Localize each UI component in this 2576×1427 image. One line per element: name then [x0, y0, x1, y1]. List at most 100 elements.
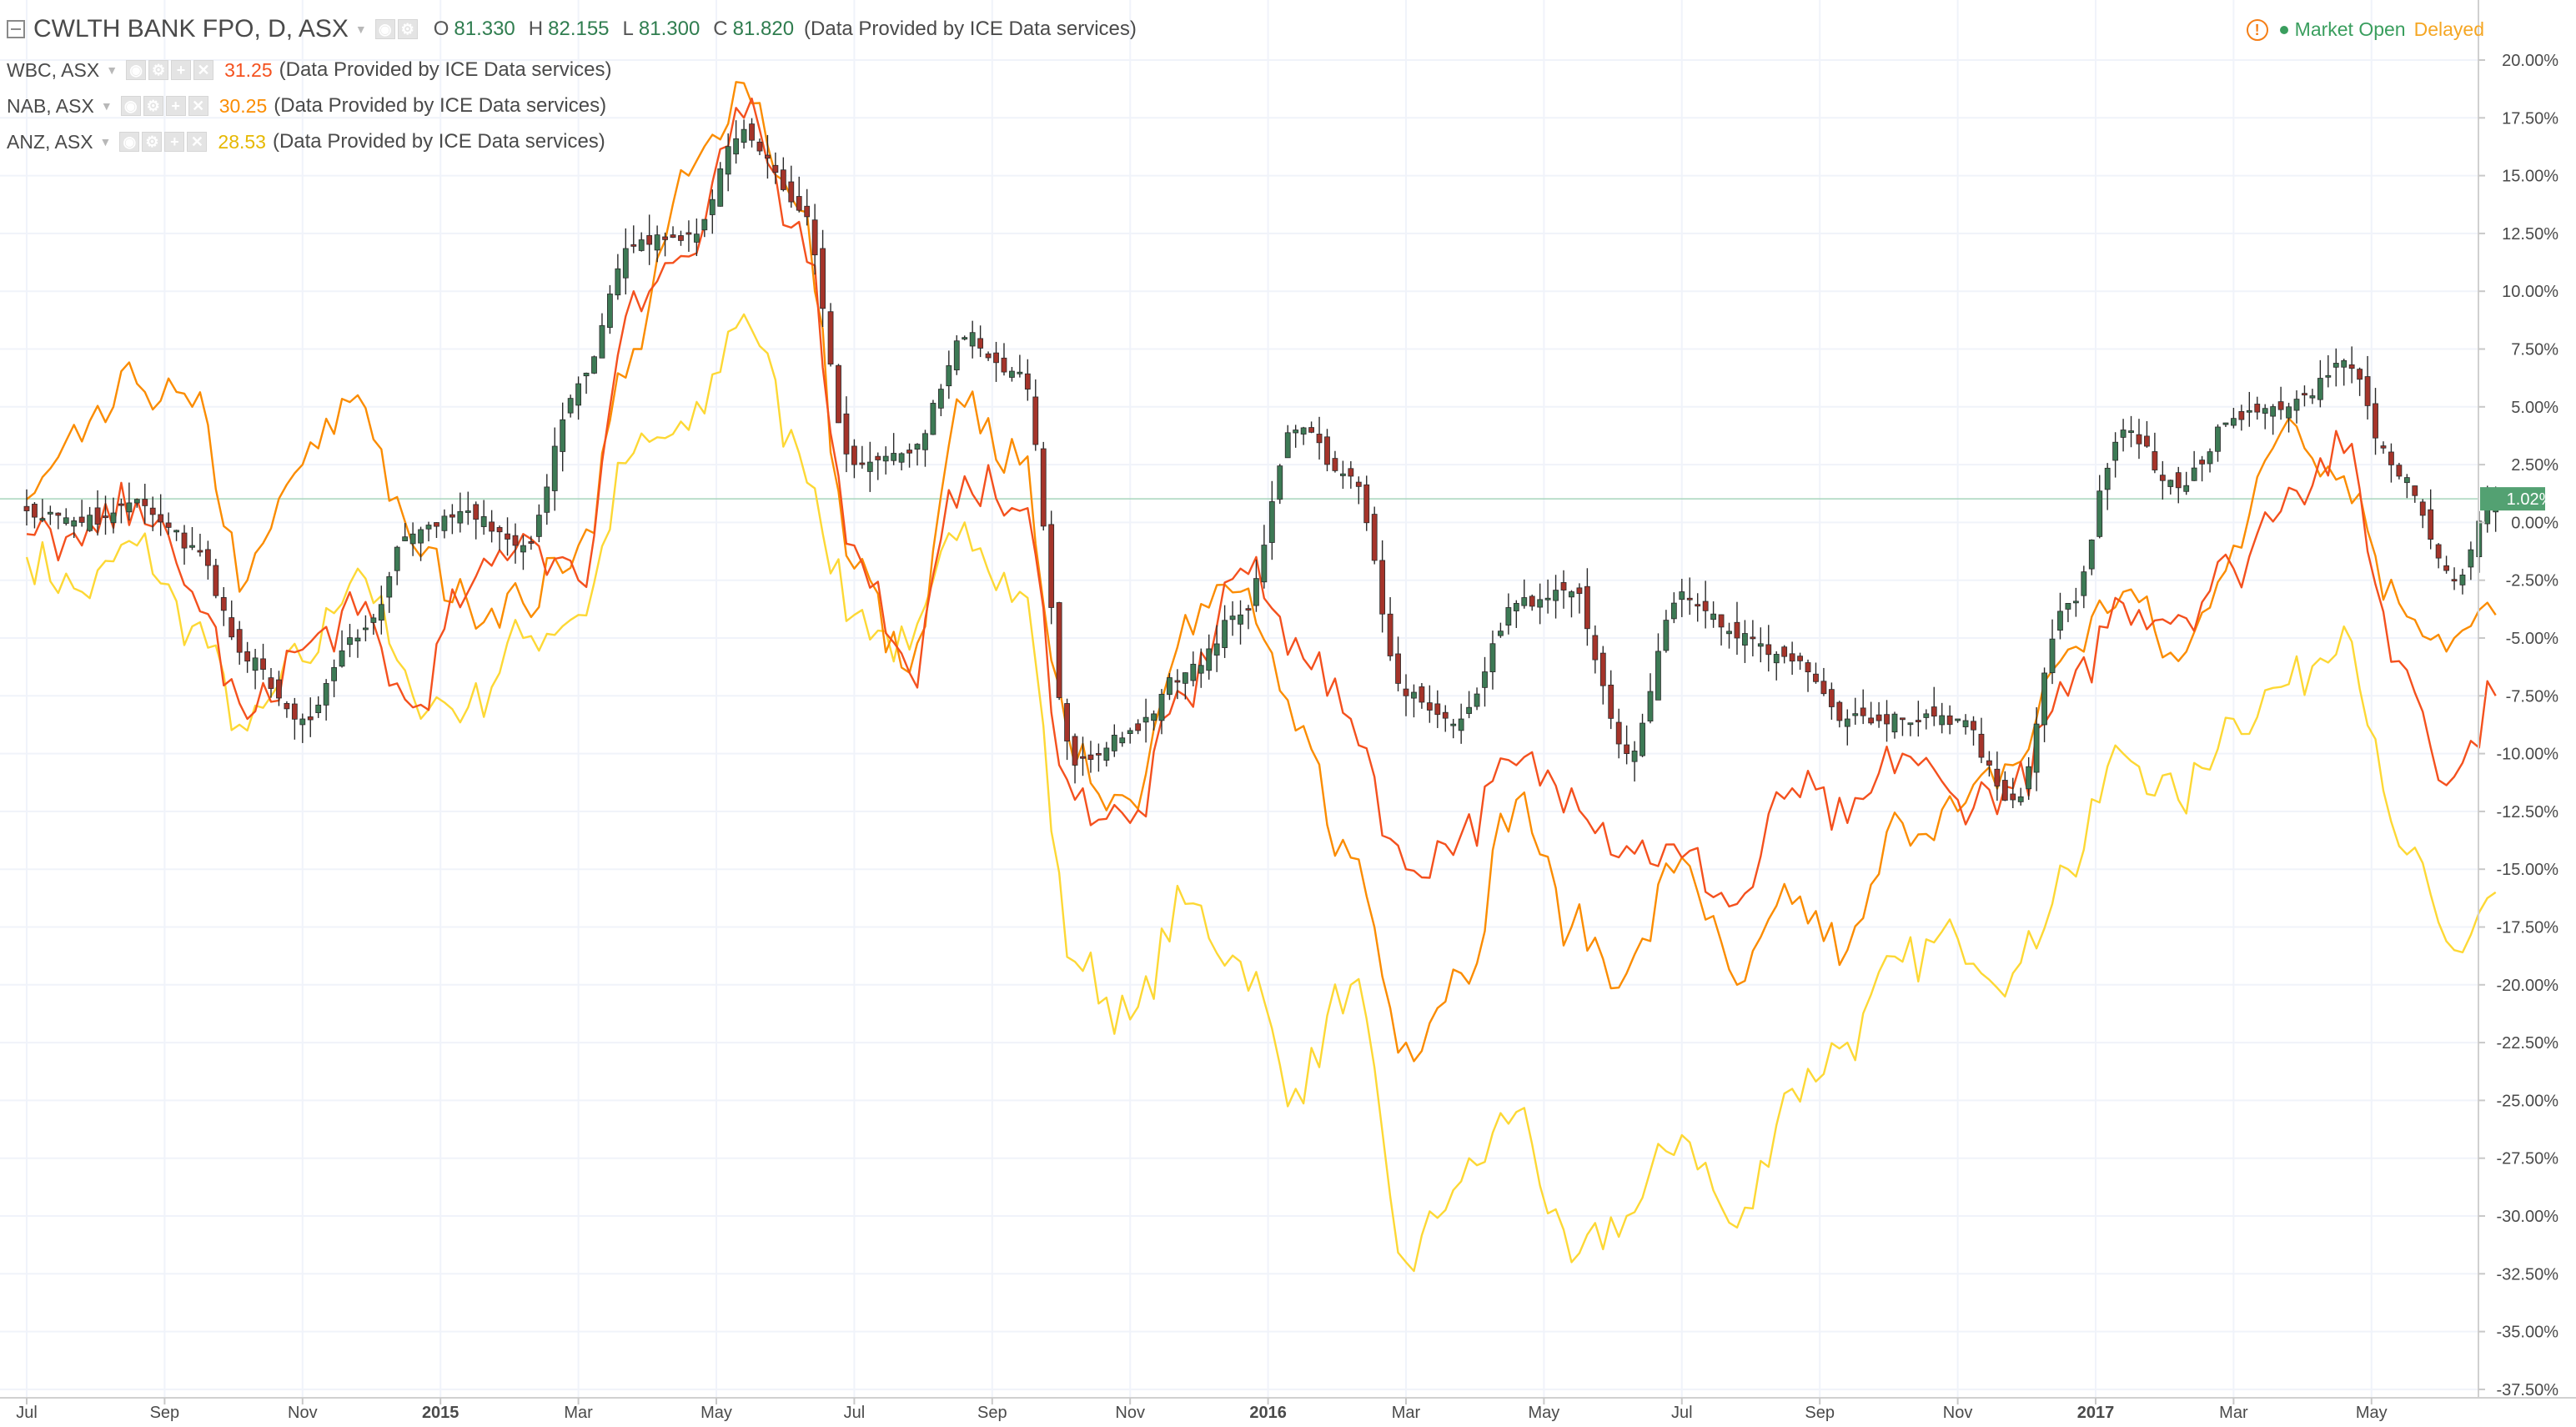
candle-body	[2144, 435, 2150, 447]
candle-body	[142, 499, 148, 506]
candle-body	[670, 234, 676, 239]
plus-icon[interactable]: +	[171, 60, 192, 80]
candle-body	[1569, 591, 1574, 598]
candle-body	[733, 138, 740, 155]
chevron-down-icon[interactable]: ▼	[99, 135, 112, 148]
candle-body	[1813, 673, 1819, 682]
candle-body	[299, 718, 306, 726]
candle-body	[2026, 766, 2032, 790]
y-tick-label: -2.50%	[2506, 572, 2559, 590]
eye-icon[interactable]: ◉	[374, 19, 395, 39]
candle-body	[1718, 614, 1725, 628]
x-tick-label: Sep	[150, 1404, 180, 1422]
candle-body	[1742, 633, 1748, 646]
y-tick-label: -10.00%	[2497, 746, 2559, 764]
close-icon[interactable]: ✕	[187, 132, 208, 152]
candle-body	[1426, 702, 1433, 711]
candle-body	[339, 650, 345, 667]
candle-body	[1158, 694, 1165, 721]
comparison-symbol[interactable]: NAB, ASX	[7, 94, 94, 117]
comparison-symbol[interactable]: WBC, ASX	[7, 58, 100, 81]
candle-body	[94, 507, 101, 525]
provider-note: (Data Provided by ICE Data services)	[279, 58, 612, 81]
candle-body	[457, 510, 464, 524]
candle-body	[1955, 718, 1961, 721]
candle-body	[402, 536, 409, 541]
eye-icon[interactable]: ◉	[119, 132, 140, 152]
series-line-anz	[25, 313, 2497, 1273]
candle-body	[1521, 597, 1528, 606]
candle-body	[2049, 638, 2056, 674]
plus-icon[interactable]: +	[165, 96, 186, 116]
y-tick-label: -20.00%	[2497, 977, 2559, 995]
candle-body	[827, 311, 834, 364]
series-line-wbc	[26, 97, 2497, 908]
candle-body	[1544, 597, 1551, 600]
comparison-legend-nab: NAB, ASX ▼ ◉ ⚙ + ✕ 30.25 (Data Provided …	[7, 94, 606, 118]
candle-body	[1670, 602, 1677, 620]
candle-body	[2222, 422, 2229, 425]
candle-body	[914, 444, 921, 450]
candle-body	[39, 518, 46, 521]
candle-body	[1300, 427, 1307, 435]
candle-body	[2238, 410, 2245, 420]
candle-body	[591, 356, 597, 374]
y-tick-label: -5.00%	[2506, 630, 2559, 648]
candle-body	[2412, 485, 2418, 496]
candle-body	[1064, 703, 1070, 741]
candle-body	[1174, 680, 1181, 683]
candle-body	[363, 627, 369, 631]
candle-body	[370, 617, 377, 623]
plus-icon[interactable]: +	[164, 132, 185, 152]
candle-body	[2348, 364, 2355, 369]
close-icon[interactable]: ✕	[193, 60, 214, 80]
comparison-symbol[interactable]: ANZ, ASX	[7, 130, 93, 153]
candle-body	[1750, 636, 1756, 640]
warning-icon[interactable]: !	[2246, 18, 2268, 41]
candle-body	[347, 637, 353, 646]
chevron-down-icon[interactable]: ▼	[100, 99, 113, 113]
candle-body	[1608, 684, 1614, 719]
collapse-legend-icon[interactable]	[7, 20, 25, 38]
candle-body	[505, 533, 510, 540]
candle-body	[1095, 752, 1102, 756]
series-layer	[23, 81, 2499, 1273]
close-icon[interactable]: ✕	[188, 96, 208, 116]
eye-icon[interactable]: ◉	[120, 96, 141, 116]
candle-body	[2104, 467, 2111, 490]
candle-body	[1395, 653, 1401, 684]
candle-body	[268, 677, 274, 689]
gear-icon[interactable]: ⚙	[142, 132, 163, 152]
candle-body	[2293, 399, 2300, 411]
candle-body	[1907, 722, 1914, 726]
candle-body	[2443, 565, 2449, 571]
candle-body	[2380, 445, 2387, 449]
candle-body	[228, 617, 235, 638]
gear-icon[interactable]: ⚙	[397, 19, 418, 39]
candle-body	[1087, 754, 1094, 760]
candle-body	[1962, 720, 1969, 727]
chevron-down-icon[interactable]: ▼	[354, 23, 367, 36]
candle-body	[780, 169, 786, 190]
candle-body	[1482, 671, 1488, 688]
gear-icon[interactable]: ⚙	[148, 60, 169, 80]
candle-body	[1884, 714, 1890, 725]
candle-body	[2270, 406, 2277, 417]
candle-body	[1971, 721, 1976, 731]
candle-body	[2435, 544, 2442, 559]
comparison-legend-anz: ANZ, ASX ▼ ◉ ⚙ + ✕ 28.53 (Data Provided …	[7, 130, 605, 153]
candle-body	[1316, 434, 1323, 444]
chevron-down-icon[interactable]: ▼	[106, 63, 118, 77]
candle-body	[1939, 715, 1946, 726]
main-symbol[interactable]: CWLTH BANK FPO, D, ASX	[33, 15, 349, 43]
candle-body	[354, 637, 361, 642]
candle-body	[1245, 608, 1252, 611]
eye-icon[interactable]: ◉	[126, 60, 147, 80]
candle-body	[1238, 614, 1243, 625]
candle-body	[765, 154, 771, 159]
candle-body	[725, 146, 731, 175]
candle-body	[1923, 713, 1930, 718]
x-tick-label: 2017	[2077, 1404, 2115, 1422]
gear-icon[interactable]: ⚙	[143, 96, 163, 116]
